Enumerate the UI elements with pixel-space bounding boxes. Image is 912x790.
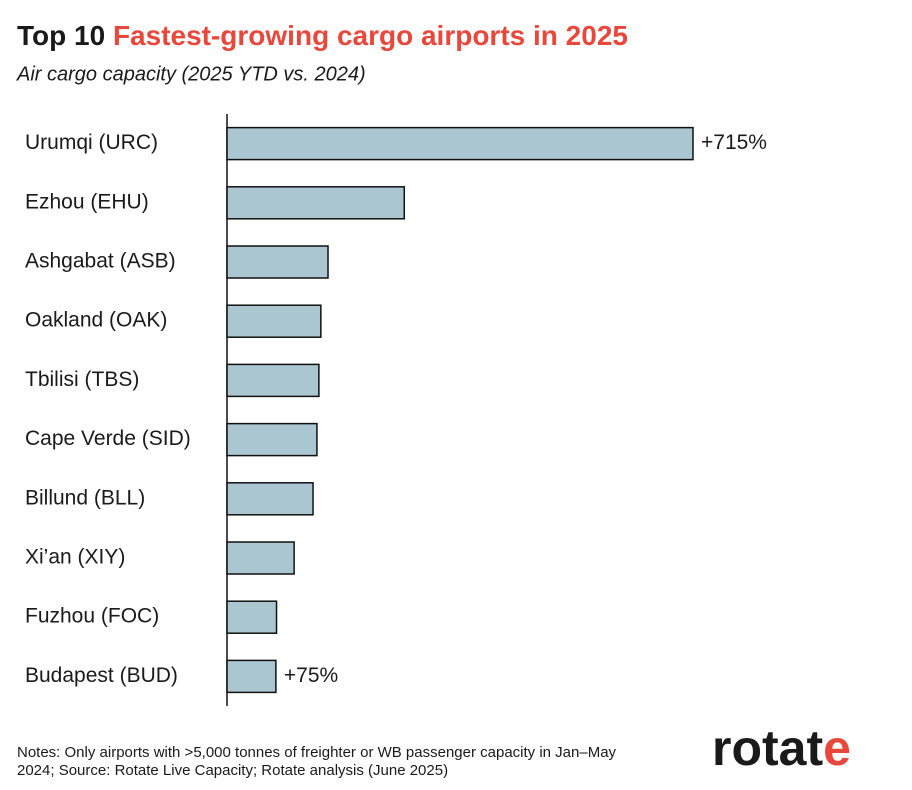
category-label: Cape Verde (SID) bbox=[25, 427, 191, 450]
note-line: 2024; Source: Rotate Live Capacity; Rota… bbox=[17, 762, 448, 779]
category-label: Budapest (BUD) bbox=[25, 664, 178, 687]
bar bbox=[226, 600, 278, 634]
logo-accent: e bbox=[823, 720, 851, 776]
bar bbox=[226, 422, 318, 457]
bar bbox=[226, 186, 406, 220]
category-label: Ezhou (EHU) bbox=[25, 190, 149, 213]
category-label: Xi’an (XIY) bbox=[25, 546, 125, 569]
value-label: +715% bbox=[701, 131, 767, 154]
category-label: Oakland (OAK) bbox=[25, 309, 167, 332]
bar bbox=[226, 659, 277, 694]
bar bbox=[226, 363, 320, 398]
category-label: Fuzhou (FOC) bbox=[25, 605, 159, 628]
logo: rotate bbox=[712, 720, 851, 776]
bar bbox=[226, 541, 295, 575]
bar bbox=[226, 304, 322, 338]
value-label: +75% bbox=[284, 664, 338, 687]
logo-text: rotat bbox=[712, 720, 823, 776]
category-label: Tbilisi (TBS) bbox=[25, 368, 139, 391]
note-line: Notes: Only airports with >5,000 tonnes … bbox=[17, 744, 617, 761]
title-highlight: Fastest-growing cargo airports in 2025 bbox=[113, 20, 628, 51]
chart-subtitle: Air cargo capacity (2025 YTD vs. 2024) bbox=[16, 63, 366, 85]
bar bbox=[226, 126, 694, 161]
bar bbox=[226, 482, 314, 516]
category-label: Ashgabat (ASB) bbox=[25, 250, 176, 273]
category-label: Urumqi (URC) bbox=[25, 131, 158, 154]
title-lead: Top 10 bbox=[17, 20, 105, 51]
chart-title: Top 10 Fastest-growing cargo airports in… bbox=[17, 20, 628, 51]
category-label: Billund (BLL) bbox=[25, 486, 145, 509]
bar bbox=[226, 245, 329, 279]
